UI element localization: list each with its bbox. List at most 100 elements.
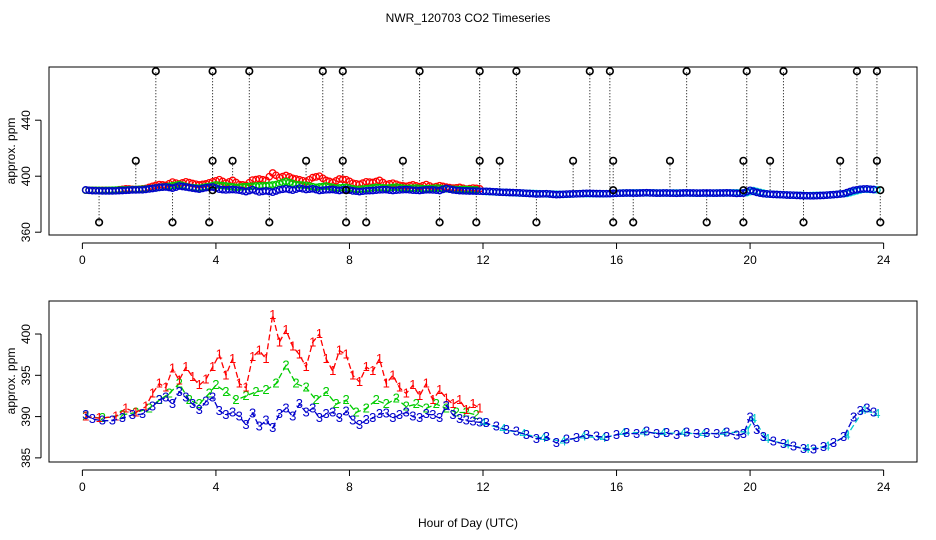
flag-marker xyxy=(739,186,748,195)
top-x-tick-label: 12 xyxy=(476,253,490,267)
series-3-point: 3 xyxy=(463,413,470,428)
series-3-point: 3 xyxy=(623,425,630,440)
series-3-point: 3 xyxy=(342,404,349,419)
series-2-point: 2 xyxy=(262,382,269,397)
series-2-point: 2 xyxy=(212,377,219,392)
series-1-point: 1 xyxy=(469,396,476,411)
series-3-point: 3 xyxy=(282,400,289,415)
series-2-point: 2 xyxy=(186,392,193,407)
series-3-point: 3 xyxy=(563,432,570,447)
series-2-point: 2 xyxy=(352,405,359,420)
series-3-point: 3 xyxy=(693,426,700,441)
series-3-point: 3 xyxy=(740,426,747,441)
top-x-tick-label: 8 xyxy=(346,253,353,267)
series-3-circle xyxy=(248,185,257,194)
series-4-point: 4 xyxy=(743,424,750,439)
top-x-tick-label: 24 xyxy=(877,253,891,267)
series-3-point: 3 xyxy=(429,407,436,422)
series-3-point: 3 xyxy=(456,411,463,426)
series-3-circle xyxy=(242,187,250,196)
series-3-point: 3 xyxy=(780,436,787,451)
x-axis-title: Hour of Day (UTC) xyxy=(418,516,518,530)
series-3-circle xyxy=(168,184,177,192)
series-3-point: 3 xyxy=(770,433,777,448)
series-3-point: 3 xyxy=(196,402,203,417)
series-1-point: 1 xyxy=(249,349,256,364)
series-2-circle xyxy=(282,177,290,186)
series-1-point: 1 xyxy=(403,386,410,401)
series-1-point: 1 xyxy=(169,361,176,376)
bottom-x-tick-label: 4 xyxy=(213,480,220,494)
series-1-point: 1 xyxy=(229,351,236,366)
series-3-point: 3 xyxy=(269,420,276,435)
series-1-point: 1 xyxy=(112,409,119,424)
flag-marker xyxy=(872,156,882,165)
flag-marker xyxy=(876,218,885,227)
series-1-point: 1 xyxy=(329,363,336,378)
series-3-point: 3 xyxy=(89,411,96,426)
series-1-point: 1 xyxy=(156,376,163,391)
series-3-line xyxy=(85,390,874,451)
series-3-point: 3 xyxy=(129,407,136,422)
series-3-circle xyxy=(846,187,855,196)
top-x-tick-label: 4 xyxy=(213,253,220,267)
series-3-point: 3 xyxy=(493,419,500,434)
top-x-tick-label: 20 xyxy=(743,253,757,267)
series-3-point: 3 xyxy=(156,392,163,407)
flag-marker xyxy=(318,67,327,76)
series-2-point: 2 xyxy=(473,407,480,422)
series-2-point: 2 xyxy=(146,400,153,415)
series-3-point: 3 xyxy=(423,406,430,421)
series-3-point: 3 xyxy=(216,403,223,418)
flag-marker xyxy=(609,218,618,227)
series-4-point: 4 xyxy=(620,425,627,440)
flag-marker xyxy=(765,156,775,165)
series-3-point: 3 xyxy=(202,394,209,409)
bottom-plot-frame xyxy=(48,300,918,463)
flag-marker xyxy=(876,186,885,195)
series-1-point: 1 xyxy=(289,338,296,353)
series-3-point: 3 xyxy=(322,406,329,421)
series-3-point: 3 xyxy=(249,405,256,420)
series-1-point: 1 xyxy=(383,376,390,391)
series-3-point: 3 xyxy=(683,424,690,439)
flag-marker xyxy=(205,218,214,227)
series-2-point: 2 xyxy=(403,399,410,414)
series-3-point: 3 xyxy=(162,390,169,405)
series-1-point: 1 xyxy=(322,351,329,366)
series-3-point: 3 xyxy=(396,407,403,422)
series-3-point: 3 xyxy=(857,403,864,418)
series-2-point: 2 xyxy=(206,386,213,401)
series-3-circle xyxy=(749,187,758,196)
series-3-point: 3 xyxy=(209,390,216,405)
series-2-point: 2 xyxy=(453,405,460,420)
series-3-point: 3 xyxy=(713,426,720,441)
series-3-point: 3 xyxy=(703,425,710,440)
flag-marker xyxy=(245,67,254,76)
series-3-point: 3 xyxy=(302,405,309,420)
series-3-point: 3 xyxy=(483,415,490,430)
series-3-circle xyxy=(308,184,317,193)
series-3-point: 3 xyxy=(436,410,443,425)
flag-marker xyxy=(532,218,541,227)
flag-marker xyxy=(475,156,484,165)
series-3-point: 3 xyxy=(543,429,550,444)
series-1-point: 1 xyxy=(443,390,450,405)
series-3-circle xyxy=(272,187,280,195)
series-3-point: 3 xyxy=(383,405,390,420)
flag-marker xyxy=(398,156,408,165)
series-1-point: 1 xyxy=(336,343,343,358)
series-3-circle xyxy=(435,186,444,195)
series-1-point: 1 xyxy=(429,392,436,407)
series-3-point: 3 xyxy=(790,438,797,453)
series-3-point: 3 xyxy=(653,426,660,441)
series-1-point: 1 xyxy=(276,334,283,349)
series-2-point: 2 xyxy=(196,396,203,411)
series-3-point: 3 xyxy=(242,417,249,432)
flag-marker xyxy=(208,67,217,76)
series-3-point: 3 xyxy=(810,442,817,457)
flag-marker xyxy=(362,218,371,227)
series-1-point: 1 xyxy=(436,382,443,397)
series-1-point: 1 xyxy=(122,400,129,415)
flag-marker xyxy=(836,156,845,165)
